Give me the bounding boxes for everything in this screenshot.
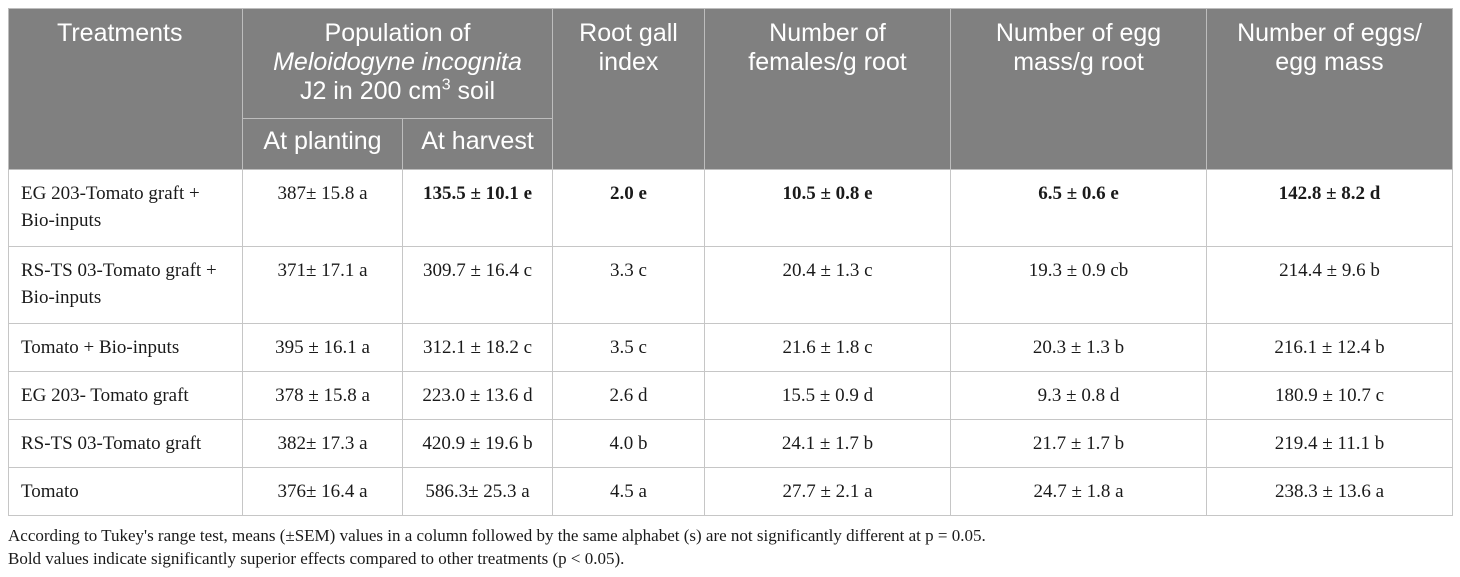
cell-eggs-per-mass: 214.4 ± 9.6 b xyxy=(1206,246,1453,324)
header-population-line3: J2 in 200 cm3 soil xyxy=(299,76,496,105)
cell-treatment: EG 203-Tomato graft + Bio-inputs xyxy=(8,169,243,247)
table-row: RS-TS 03-Tomato graft 382± 17.3 a 420.9 … xyxy=(8,419,1453,468)
cell-root-gall: 2.6 d xyxy=(552,371,705,420)
table-row: Tomato 376± 16.4 a 586.3± 25.3 a 4.5 a 2… xyxy=(8,467,1453,516)
table-row: RS-TS 03-Tomato graft + Bio-inputs 371± … xyxy=(8,246,1453,324)
cell-treatment: Tomato + Bio-inputs xyxy=(8,323,243,372)
cell-at-harvest: 312.1 ± 18.2 c xyxy=(402,323,553,372)
cell-eggs-per-mass: 180.9 ± 10.7 c xyxy=(1206,371,1453,420)
cell-root-gall: 2.0 e xyxy=(552,169,705,247)
cell-females: 20.4 ± 1.3 c xyxy=(704,246,951,324)
cell-eggs-per-mass: 219.4 ± 11.1 b xyxy=(1206,419,1453,468)
cell-root-gall: 4.0 b xyxy=(552,419,705,468)
cell-egg-mass: 24.7 ± 1.8 a xyxy=(950,467,1207,516)
cell-at-harvest: 586.3± 25.3 a xyxy=(402,467,553,516)
cell-root-gall: 4.5 a xyxy=(552,467,705,516)
footnote-tukey: According to Tukey's range test, means (… xyxy=(8,526,986,545)
cell-females: 27.7 ± 2.1 a xyxy=(704,467,951,516)
cell-females: 15.5 ± 0.9 d xyxy=(704,371,951,420)
header-egg-mass-per-g-root: Number of egg mass/g root xyxy=(950,8,1207,170)
results-table: Treatments Population of Meloidogyne inc… xyxy=(8,8,1453,516)
header-females-per-g-root: Number of females/g root xyxy=(704,8,951,170)
cell-egg-mass: 9.3 ± 0.8 d xyxy=(950,371,1207,420)
cell-treatment: RS-TS 03-Tomato graft xyxy=(8,419,243,468)
header-treatments: Treatments xyxy=(8,8,243,170)
cell-at-harvest: 223.0 ± 13.6 d xyxy=(402,371,553,420)
cell-egg-mass: 20.3 ± 1.3 b xyxy=(950,323,1207,372)
cell-at-planting: 382± 17.3 a xyxy=(242,419,403,468)
footnote-bold-values: Bold values indicate significantly super… xyxy=(8,549,625,568)
header-row-sub: At planting At harvest xyxy=(9,118,1453,170)
cell-females: 10.5 ± 0.8 e xyxy=(704,169,951,247)
cell-at-harvest: 420.9 ± 19.6 b xyxy=(402,419,553,468)
header-eggs-per-egg-mass: Number of eggs/ egg mass xyxy=(1206,8,1453,170)
header-population-line1: Population of xyxy=(324,19,471,47)
cell-root-gall: 3.5 c xyxy=(552,323,705,372)
cell-at-harvest: 309.7 ± 16.4 c xyxy=(402,246,553,324)
cell-at-planting: 371± 17.1 a xyxy=(242,246,403,324)
cell-treatment: Tomato xyxy=(8,467,243,516)
table-row: EG 203-Tomato graft + Bio-inputs 387± 15… xyxy=(8,169,1453,247)
cell-females: 24.1 ± 1.7 b xyxy=(704,419,951,468)
cell-root-gall: 3.3 c xyxy=(552,246,705,324)
header-row-main: Treatments Population of Meloidogyne inc… xyxy=(8,8,1453,170)
table-footnotes: According to Tukey's range test, means (… xyxy=(8,524,986,570)
cell-egg-mass: 19.3 ± 0.9 cb xyxy=(950,246,1207,324)
cell-at-planting: 378 ± 15.8 a xyxy=(242,371,403,420)
table-row: EG 203- Tomato graft 378 ± 15.8 a 223.0 … xyxy=(8,371,1453,420)
header-at-planting: At planting xyxy=(242,118,403,170)
cell-eggs-per-mass: 142.8 ± 8.2 d xyxy=(1206,169,1453,247)
cell-at-planting: 376± 16.4 a xyxy=(242,467,403,516)
cell-eggs-per-mass: 216.1 ± 12.4 b xyxy=(1206,323,1453,372)
header-at-harvest: At harvest xyxy=(402,118,553,170)
cell-egg-mass: 21.7 ± 1.7 b xyxy=(950,419,1207,468)
header-root-gall-index: Root gall index xyxy=(552,8,705,170)
cell-treatment: RS-TS 03-Tomato graft + Bio-inputs xyxy=(8,246,243,324)
cell-at-planting: 395 ± 16.1 a xyxy=(242,323,403,372)
cell-eggs-per-mass: 238.3 ± 13.6 a xyxy=(1206,467,1453,516)
cell-egg-mass: 6.5 ± 0.6 e xyxy=(950,169,1207,247)
cell-at-harvest: 135.5 ± 10.1 e xyxy=(402,169,553,247)
table-row: Tomato + Bio-inputs 395 ± 16.1 a 312.1 ±… xyxy=(8,323,1453,372)
cell-females: 21.6 ± 1.8 c xyxy=(704,323,951,372)
header-population-species: Meloidogyne incognita xyxy=(273,48,522,76)
cell-at-planting: 387± 15.8 a xyxy=(242,169,403,247)
header-population: Population of Meloidogyne incognita J2 i… xyxy=(242,8,553,119)
cell-treatment: EG 203- Tomato graft xyxy=(8,371,243,420)
